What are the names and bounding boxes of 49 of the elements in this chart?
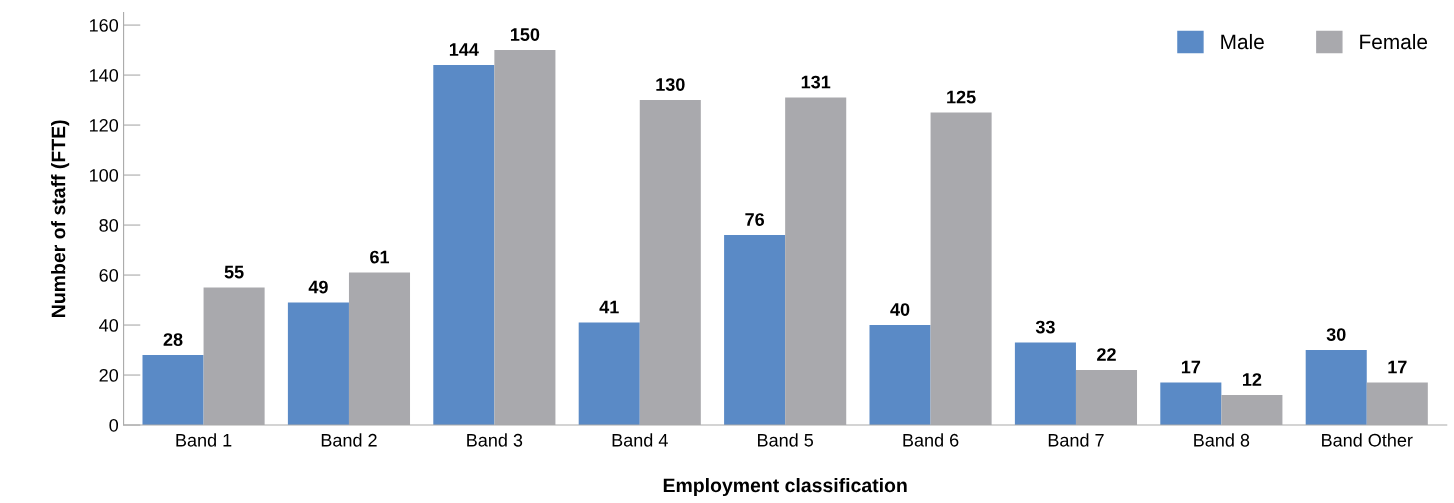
bar (1305, 350, 1367, 426)
x-tick-label: Band 6 (903, 433, 959, 447)
bar (142, 355, 204, 426)
data-label: 131 (801, 75, 831, 89)
data-label: 49 (308, 280, 328, 294)
data-label: 33 (1035, 320, 1055, 334)
bar (1160, 382, 1222, 426)
x-tick-label: Band 5 (758, 433, 814, 447)
bar (724, 235, 786, 426)
x-tick-label: Band 4 (612, 433, 668, 447)
data-label: 130 (656, 78, 685, 91)
bar (1014, 342, 1076, 426)
data-label: 30 (1326, 328, 1346, 341)
bar (578, 322, 640, 426)
y-tick-label: 160 (89, 19, 119, 32)
data-label: 40 (890, 303, 910, 316)
y-tick-label: 100 (89, 168, 119, 182)
x-tick-label: Band 8 (1194, 433, 1250, 447)
data-label: 28 (163, 333, 183, 346)
y-axis-title: Number of staff (FTE) (51, 120, 70, 317)
x-tick-label: Band 1 (176, 433, 232, 447)
data-label: 144 (449, 43, 479, 56)
bar (433, 65, 495, 426)
bar (287, 302, 349, 426)
y-tick-label: 140 (89, 69, 119, 82)
data-label: 125 (947, 90, 976, 104)
bar (869, 325, 931, 426)
data-label: 76 (745, 213, 765, 226)
x-axis-title: Employment classification (663, 477, 907, 497)
data-label: 61 (370, 250, 390, 264)
data-label: 41 (599, 300, 619, 314)
y-tick-label: 20 (99, 368, 119, 382)
x-tick-label: Band 3 (467, 433, 523, 447)
y-tick-label: 0 (109, 418, 119, 432)
y-tick-label: 40 (99, 318, 119, 332)
data-label: 55 (224, 265, 244, 279)
y-tick-label: 80 (99, 218, 119, 232)
data-label: 17 (1388, 360, 1407, 374)
legend-label: Male (1221, 33, 1264, 50)
data-label: 17 (1181, 360, 1201, 374)
legend-label: Female (1360, 33, 1428, 50)
y-tick-label: 120 (89, 119, 119, 132)
x-tick-label: Band 7 (1048, 433, 1104, 447)
data-label: 22 (1097, 348, 1116, 361)
x-tick-label: Band 2 (321, 433, 377, 447)
data-label: 12 (1242, 373, 1262, 386)
data-label: 150 (510, 28, 540, 41)
y-tick-label: 60 (99, 268, 119, 282)
x-tick-label: Band Other (1322, 433, 1413, 447)
